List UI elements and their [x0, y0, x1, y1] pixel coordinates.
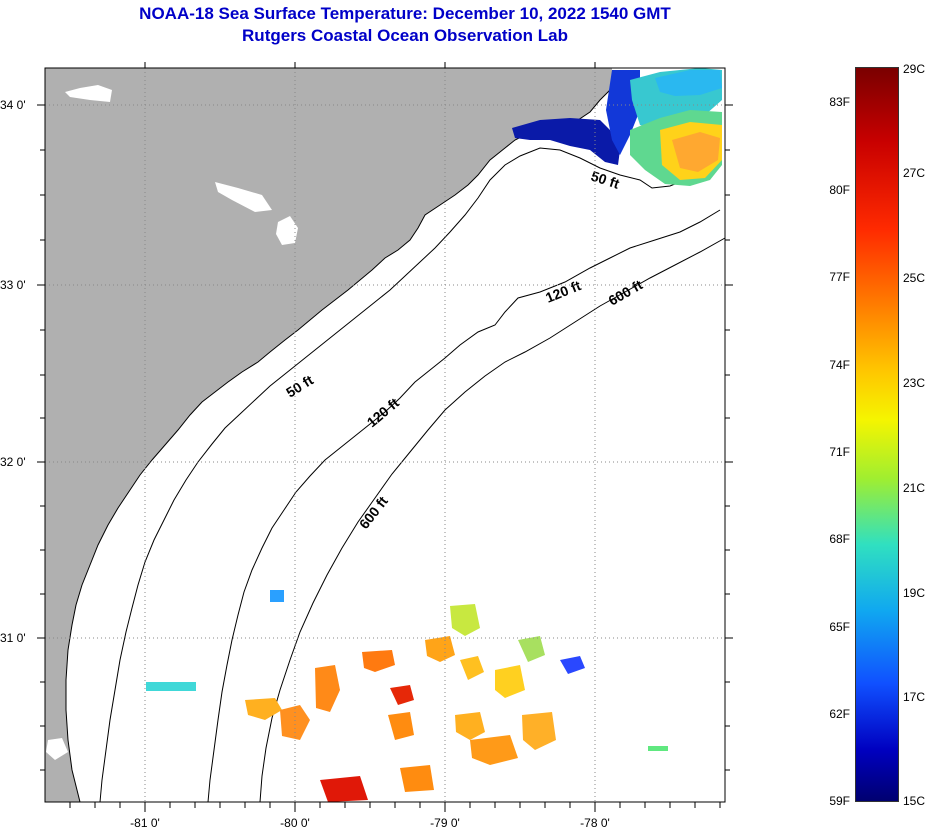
colorbar-fahrenheit-label: 77F	[829, 270, 850, 284]
isobath-120ft	[207, 209, 721, 803]
colorbar-celsius-label: 17C	[903, 690, 926, 704]
colorbar-fahrenheit-label: 62F	[829, 707, 850, 721]
colorbar-celsius-label: 23C	[903, 376, 926, 390]
colorbar-celsius-label: 27C	[903, 166, 926, 180]
isobath-600ft	[259, 237, 726, 803]
x-tick-label: -81 0'	[130, 816, 160, 830]
colorbar-fahrenheit-label: 83F	[829, 95, 850, 109]
chart-title: NOAA-18 Sea Surface Temperature: Decembe…	[139, 4, 671, 23]
x-tick-label: -80 0'	[280, 816, 310, 830]
y-tick-label: 34 0'	[0, 98, 26, 112]
colorbar-celsius-label: 25C	[903, 271, 926, 285]
grid-lines	[45, 68, 725, 802]
chart-subtitle: Rutgers Coastal Ocean Observation Lab	[242, 26, 568, 45]
isobath-50ft	[99, 147, 721, 803]
colorbar	[855, 67, 899, 802]
land-mass	[45, 68, 612, 802]
x-tick-label: -79 0'	[430, 816, 460, 830]
inland-lake	[65, 85, 112, 102]
colorbar-fahrenheit-label: 71F	[829, 445, 850, 459]
y-tick-label: 31 0'	[0, 631, 26, 645]
inland-lake	[46, 738, 68, 760]
inland-lake	[215, 182, 272, 212]
colorbar-fahrenheit-label: 65F	[829, 620, 850, 634]
sst-patches-northeast	[512, 68, 722, 186]
colorbar-celsius-label: 15C	[903, 794, 926, 808]
colorbar-celsius-label: 21C	[903, 481, 926, 495]
colorbar-celsius-label: 19C	[903, 586, 926, 600]
x-tick-label: -78 0'	[580, 816, 610, 830]
colorbar-celsius-label: 29C	[903, 62, 926, 76]
y-tick-label: 33 0'	[0, 278, 26, 292]
coastline	[65, 87, 613, 803]
sst-patches-offshore	[146, 590, 668, 802]
colorbar-fahrenheit-label: 80F	[829, 183, 850, 197]
colorbar-fahrenheit-label: 74F	[829, 358, 850, 372]
colorbar-fahrenheit-label: 68F	[829, 532, 850, 546]
colorbar-fahrenheit-label: 59F	[829, 794, 850, 808]
axis-ticks	[37, 62, 733, 812]
inland-lake	[276, 216, 298, 245]
y-tick-label: 32 0'	[0, 455, 26, 469]
map-frame	[44, 67, 726, 803]
